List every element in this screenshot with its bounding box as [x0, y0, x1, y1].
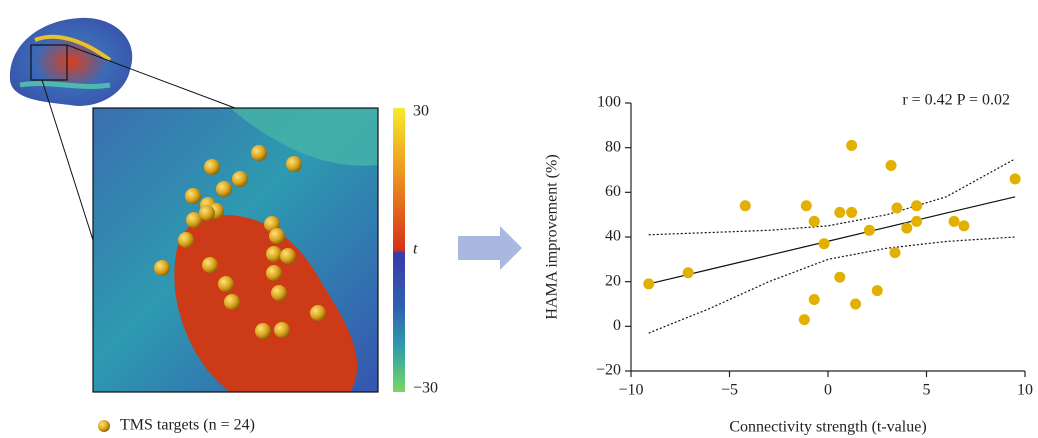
- point: [911, 200, 923, 212]
- y-axis-title: HAMA improvement (%): [544, 154, 561, 319]
- point: [885, 160, 897, 172]
- point: [834, 206, 846, 218]
- point: [682, 267, 694, 279]
- y-tick-label: 80: [605, 138, 621, 155]
- point: [846, 139, 858, 151]
- legend-marker: [98, 420, 110, 432]
- confidence-band: [648, 236, 1016, 334]
- zoom-render: [92, 107, 379, 393]
- point: [739, 200, 751, 212]
- arrow: [458, 226, 522, 270]
- point: [850, 298, 862, 310]
- x-tick-label: 0: [824, 382, 832, 399]
- y-tick-label: 100: [597, 94, 621, 111]
- point: [889, 247, 901, 259]
- point: [798, 314, 810, 326]
- point: [808, 215, 820, 227]
- x-tick-label: −5: [721, 382, 738, 399]
- point: [891, 202, 903, 214]
- point: [911, 215, 923, 227]
- point: [818, 238, 830, 250]
- colorbar-label: −30: [413, 380, 438, 397]
- point: [863, 224, 875, 236]
- point: [948, 215, 960, 227]
- confidence-band: [648, 158, 1016, 236]
- y-tick-label: −20: [596, 362, 621, 379]
- point: [846, 206, 858, 218]
- annotation: r = 0.42 P = 0.02: [902, 92, 1010, 109]
- y-tick-label: 60: [605, 183, 621, 200]
- point: [800, 200, 812, 212]
- colorbar-label: t: [413, 241, 418, 258]
- point: [808, 294, 820, 306]
- x-axis-title: Connectivity strength (t-value): [729, 419, 926, 436]
- y-tick-label: 20: [605, 272, 621, 289]
- brain-render: [9, 17, 236, 241]
- fit-line: [648, 196, 1016, 285]
- point: [1009, 173, 1021, 185]
- point: [871, 285, 883, 297]
- point: [901, 222, 913, 234]
- x-tick-label: 10: [1017, 382, 1033, 399]
- point: [958, 220, 970, 232]
- x-tick-label: 5: [923, 382, 931, 399]
- y-tick-label: 40: [605, 228, 621, 245]
- legend-label: TMS targets (n = 24): [120, 417, 255, 434]
- x-tick-label: −10: [618, 382, 643, 399]
- point: [834, 271, 846, 283]
- colorbar-label: 30: [413, 103, 429, 120]
- point: [643, 278, 655, 290]
- colorbar: [393, 108, 405, 392]
- y-tick-label: 0: [613, 317, 621, 334]
